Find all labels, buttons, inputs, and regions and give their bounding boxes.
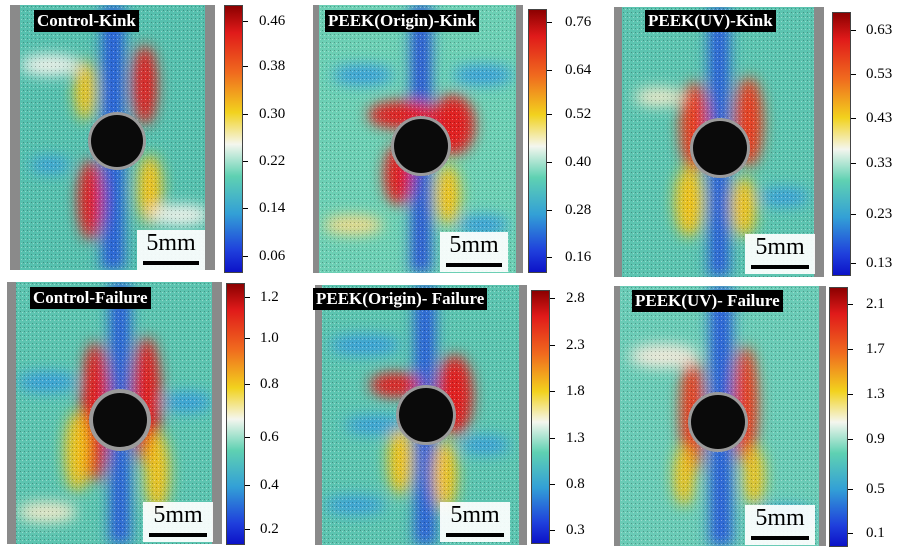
colorbar-tick: 0.46 (259, 13, 286, 29)
hole (91, 115, 143, 167)
colorbar (224, 5, 243, 273)
scale-bar: 5mm (440, 502, 510, 542)
hole (93, 393, 147, 447)
colorbar-tick: 0.8 (566, 476, 585, 492)
panel-title: Control-Failure (30, 287, 151, 309)
colorbar-tick: 0.13 (866, 255, 893, 271)
hole (399, 388, 453, 442)
scale-bar: 5mm (137, 230, 205, 270)
colorbar (829, 287, 848, 547)
colorbar-tick: 0.6 (260, 429, 279, 445)
hole (691, 395, 745, 449)
panel-title: PEEK(UV)- Failure (632, 290, 783, 312)
panel-title: PEEK(Origin)-Kink (325, 10, 480, 32)
colorbar-tick: 0.1 (866, 525, 885, 541)
scale-bar-label: 5mm (153, 502, 203, 528)
colorbar-tick: 0.2 (260, 521, 279, 537)
hole (693, 121, 747, 175)
colorbar-tick: 0.3 (566, 522, 585, 538)
scale-bar: 5mm (143, 502, 213, 542)
colorbar-tick: 0.16 (565, 249, 592, 265)
scale-bar-label: 5mm (755, 234, 805, 260)
colorbar-tick: 1.7 (866, 341, 885, 357)
strain-field-svg (10, 5, 215, 270)
colorbar-tick: 0.40 (565, 154, 592, 170)
scale-bar-label: 5mm (755, 505, 805, 531)
colorbar-tick: 1.3 (566, 430, 585, 446)
colorbar-tick: 1.0 (260, 330, 279, 346)
panel-title: Control-Kink (34, 10, 139, 32)
colorbar-tick: 1.3 (866, 386, 885, 402)
strain-field-image (313, 5, 523, 273)
colorbar (832, 12, 851, 276)
colorbar-tick: 0.43 (866, 110, 893, 126)
panel-title: PEEK(UV)-Kink (645, 10, 776, 32)
colorbar-tick: 0.53 (866, 66, 893, 82)
strain-field-image (7, 282, 222, 544)
colorbar-tick: 0.8 (260, 376, 279, 392)
colorbar-tick: 0.38 (259, 58, 286, 74)
strain-field-svg (614, 286, 826, 546)
colorbar-tick: 2.3 (566, 337, 585, 353)
colorbar (531, 290, 550, 544)
scale-bar: 5mm (745, 234, 815, 274)
colorbar-tick: 1.2 (260, 289, 279, 305)
colorbar-tick: 0.23 (866, 206, 893, 222)
colorbar-tick: 0.33 (866, 155, 893, 171)
strain-field-svg (313, 5, 523, 273)
hole (394, 119, 448, 173)
colorbar-tick: 0.06 (259, 248, 286, 264)
colorbar (528, 9, 547, 273)
scale-bar-label: 5mm (450, 502, 500, 528)
strain-field-image (315, 285, 527, 545)
scale-bar: 5mm (745, 505, 815, 545)
panel-title: PEEK(Origin)- Failure (313, 288, 488, 310)
scale-bar-label: 5mm (146, 230, 196, 256)
colorbar-tick: 0.30 (259, 106, 286, 122)
strain-field-svg (7, 282, 222, 544)
scale-bar-label: 5mm (449, 232, 499, 258)
scale-bar: 5mm (440, 232, 508, 272)
colorbar-tick: 0.5 (866, 481, 885, 497)
colorbar-tick: 0.9 (866, 431, 885, 447)
colorbar-tick: 0.14 (259, 200, 286, 216)
colorbar-tick: 0.4 (260, 477, 279, 493)
colorbar-tick: 0.28 (565, 202, 592, 218)
colorbar-tick: 0.64 (565, 62, 592, 78)
colorbar (226, 283, 245, 545)
colorbar-tick: 0.52 (565, 106, 592, 122)
strain-field-image (10, 5, 215, 270)
colorbar-tick: 2.1 (866, 296, 885, 312)
strain-field-image (614, 7, 824, 277)
strain-field-image (614, 286, 826, 546)
colorbar-tick: 2.8 (566, 290, 585, 306)
strain-field-svg (315, 285, 527, 545)
colorbar-tick: 0.22 (259, 153, 286, 169)
colorbar-tick: 1.8 (566, 383, 585, 399)
strain-field-svg (614, 7, 824, 277)
colorbar-tick: 0.76 (565, 14, 592, 30)
colorbar-tick: 0.63 (866, 22, 893, 38)
